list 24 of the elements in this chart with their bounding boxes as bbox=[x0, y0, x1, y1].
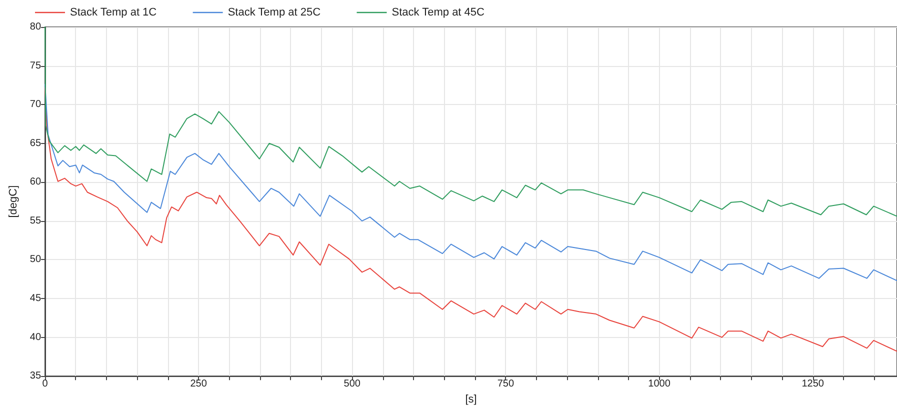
y-axis-title: [degC] bbox=[8, 185, 20, 218]
y-tick-label: 55 bbox=[30, 215, 42, 226]
y-tick-label: 80 bbox=[30, 22, 42, 32]
y-tick-label: 50 bbox=[30, 254, 42, 266]
line-series bbox=[44, 84, 897, 282]
x-axis-title: [s] bbox=[465, 394, 477, 406]
legend-label: Stack Temp at 1C bbox=[70, 6, 157, 18]
x-tick-label: 500 bbox=[344, 378, 361, 390]
y-tick-label: 70 bbox=[30, 99, 42, 110]
y-tick-label: 60 bbox=[30, 176, 42, 188]
x-tick-label: 1000 bbox=[648, 378, 671, 390]
y-tick-label: 45 bbox=[30, 293, 42, 304]
y-tick-label: 65 bbox=[30, 138, 42, 149]
legend-label: Stack Temp at 25C bbox=[228, 6, 321, 18]
x-tick-label: 750 bbox=[497, 378, 514, 390]
x-tick-label: 1250 bbox=[802, 378, 824, 390]
legend-label: Stack Temp at 45C bbox=[392, 6, 485, 18]
line-series bbox=[44, 87, 897, 352]
line-series bbox=[44, 26, 897, 217]
y-tick-label: 35 bbox=[30, 370, 42, 382]
y-tick-label: 40 bbox=[30, 332, 42, 343]
y-tick-label: 75 bbox=[30, 60, 42, 72]
x-tick-label: 250 bbox=[190, 378, 208, 390]
x-tick-label: 0 bbox=[42, 378, 48, 390]
